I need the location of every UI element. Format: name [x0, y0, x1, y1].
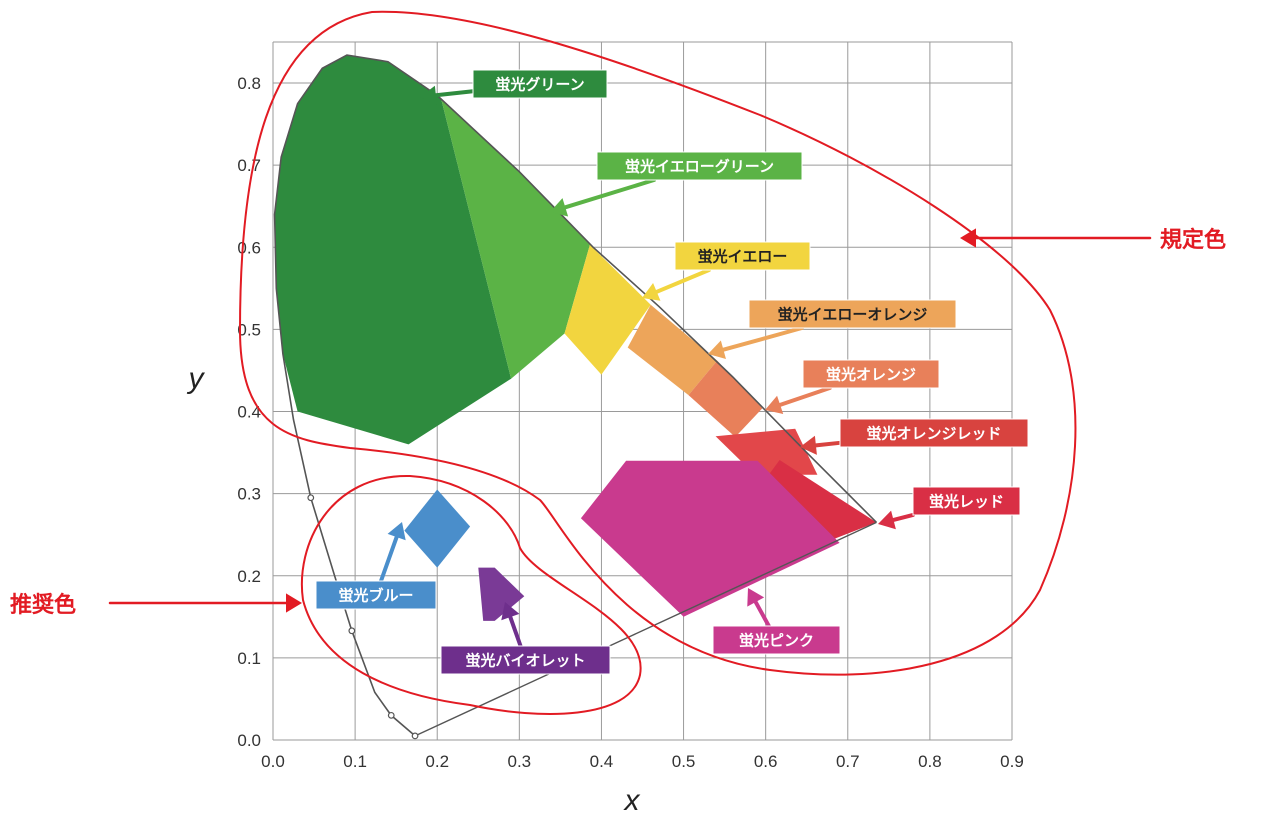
region-蛍光ピンク [580, 460, 840, 617]
arrow-shaft [753, 600, 771, 628]
locus-marker [348, 627, 356, 635]
outline-specified [238, 10, 1077, 676]
region-蛍光オレンジ [688, 360, 763, 437]
arrow-head [765, 395, 784, 414]
arrow-shaft [433, 89, 475, 98]
arrow-head [420, 85, 437, 105]
region-蛍光レッド [755, 460, 877, 542]
label-text: 蛍光レッド [929, 493, 1004, 511]
region-蛍光ブルー [404, 489, 471, 568]
locus-marker [387, 711, 395, 719]
x-axis-label: x [623, 784, 641, 816]
label-text: 蛍光グリーン [495, 76, 584, 94]
arrow-head [642, 282, 661, 301]
x-tick-label: 0.9 [1000, 752, 1024, 771]
arrow-shaft [891, 512, 915, 522]
y-tick-label: 0.1 [237, 649, 261, 668]
arrow-head [501, 602, 520, 621]
y-tick-label: 0.0 [237, 731, 261, 750]
region-蛍光オレンジレッド [715, 428, 818, 475]
label-text: 蛍光バイオレット [465, 652, 585, 670]
arrow-shaft [778, 386, 832, 407]
y-tick-label: 0.6 [237, 238, 261, 257]
label-box [839, 418, 1029, 448]
label-text: 蛍光イエローグリーン [625, 158, 774, 176]
region-蛍光イエロー [564, 244, 651, 375]
outline-recommended [300, 474, 642, 715]
locus-marker [307, 494, 315, 502]
x-tick-label: 0.0 [261, 752, 285, 771]
arrow-head [708, 340, 726, 359]
y-tick-label: 0.2 [237, 567, 261, 586]
region-蛍光イエローオレンジ [627, 304, 718, 396]
arrow-head [747, 588, 765, 607]
arrow-head [960, 228, 976, 248]
purple-line [414, 521, 877, 737]
x-tick-label: 0.1 [343, 752, 367, 771]
label-box [802, 359, 940, 389]
arrow-shaft [813, 440, 842, 448]
region-蛍光イエローグリーン [441, 99, 590, 379]
x-tick-label: 0.3 [508, 752, 532, 771]
y-tick-label: 0.5 [237, 320, 261, 339]
region-labels: 蛍光グリーン蛍光イエローグリーン蛍光イエロー蛍光イエローオレンジ蛍光オレンジ蛍光… [315, 69, 1029, 675]
y-axis-label: y [187, 362, 206, 395]
label-box [440, 645, 611, 675]
arrow-head [800, 435, 817, 455]
label-text: 蛍光オレンジレッド [866, 425, 1001, 443]
label-box [912, 486, 1021, 516]
color-regions [274, 55, 877, 621]
arrow-head [550, 198, 569, 217]
x-tick-label: 0.8 [918, 752, 942, 771]
label-box [712, 625, 841, 655]
y-tick-label: 0.4 [237, 403, 261, 422]
label-box [315, 580, 437, 610]
label-box [596, 151, 803, 181]
x-tick-label: 0.2 [425, 752, 449, 771]
label-box [748, 299, 957, 329]
y-tick-label: 0.7 [237, 156, 261, 175]
y-tick-label: 0.8 [237, 74, 261, 93]
y-tick-label: 0.3 [237, 485, 261, 504]
arrow-shaft [508, 615, 523, 648]
locus-marker [411, 732, 419, 740]
tick-labels: 0.0 0.1 0.2 0.3 0.4 0.5 0.6 0.7 0.8 0.9 0.0 0.1 0.2 0… [237, 74, 1023, 771]
label-box [674, 241, 811, 271]
label-text: 蛍光オレンジ [826, 366, 916, 384]
x-tick-label: 0.4 [590, 752, 614, 771]
arrow-shaft [654, 268, 711, 294]
label-text: 蛍光イエロー [698, 248, 788, 266]
label-text: 蛍光イエローオレンジ [778, 306, 928, 324]
arrow-head [387, 522, 406, 541]
arrow-head [878, 510, 896, 530]
x-tick-label: 0.7 [836, 752, 860, 771]
label-text: 蛍光ブルー [338, 587, 413, 605]
region-蛍光バイオレット [478, 567, 525, 621]
arrow-shaft [563, 178, 656, 210]
annotation-recommended-colors: 推奨色 [10, 592, 76, 618]
annotation-specified-colors: 規定色 [1160, 227, 1226, 253]
arrow-shaft [721, 326, 804, 352]
x-tick-label: 0.5 [672, 752, 696, 771]
region-蛍光グリーン [274, 55, 512, 445]
label-text: 蛍光ピンク [739, 632, 814, 650]
x-tick-label: 0.6 [754, 752, 778, 771]
arrow-shaft [378, 535, 399, 583]
arrow-head [286, 593, 302, 613]
label-box [472, 69, 608, 99]
